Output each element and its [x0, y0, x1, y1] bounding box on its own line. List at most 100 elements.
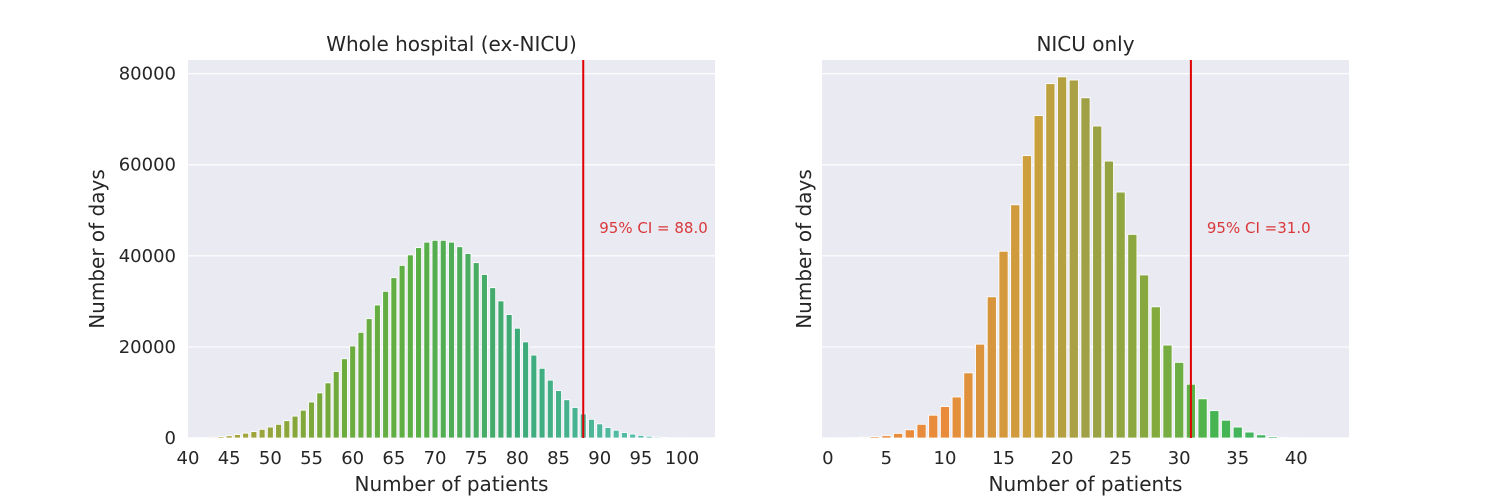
bar	[963, 372, 974, 439]
x-tick-label: 100	[665, 448, 699, 469]
bar	[275, 423, 282, 439]
ci-annotation: 95% CI =31.0	[1207, 219, 1311, 237]
x-tick-labels: 40 45 50 55 60 65 70 75 80 85 90 95 100	[177, 448, 700, 469]
bar	[464, 253, 472, 439]
x-tick-label: 40	[177, 448, 200, 469]
bar	[324, 382, 332, 439]
x-tick-label: 15	[992, 448, 1015, 469]
bar	[546, 379, 554, 439]
bar	[1209, 410, 1220, 439]
bar	[390, 277, 398, 439]
bar	[439, 239, 447, 439]
y-tick-label: 0	[165, 428, 176, 449]
bar	[858, 436, 868, 439]
bar	[881, 435, 892, 439]
y-tick-label: 20000	[119, 337, 176, 358]
x-tick-label: 60	[341, 448, 364, 469]
bar	[928, 414, 939, 439]
y-axis-label: Number of days	[792, 169, 816, 329]
x-tick-label: 90	[588, 448, 611, 469]
bar	[916, 423, 927, 439]
bar	[357, 331, 365, 439]
x-tick-label: 0	[822, 448, 833, 469]
bar	[382, 290, 389, 439]
bar	[904, 429, 915, 439]
bar	[365, 318, 373, 439]
bar	[291, 415, 299, 439]
bar	[1244, 431, 1255, 439]
bar	[266, 426, 274, 439]
x-tick-label: 80	[506, 448, 529, 469]
bar	[349, 345, 357, 439]
bar	[448, 241, 455, 439]
bar	[1127, 234, 1138, 439]
bar	[604, 427, 612, 439]
y-tick-label: 80000	[119, 64, 176, 85]
bar	[1115, 191, 1126, 439]
bar	[481, 274, 488, 439]
bar	[283, 420, 291, 439]
bar	[209, 436, 217, 439]
x-axis-label: Number of patients	[355, 472, 549, 496]
bar	[489, 287, 497, 439]
bar	[571, 407, 579, 439]
bar	[472, 262, 480, 439]
x-tick-label: 85	[547, 448, 570, 469]
bar	[588, 418, 595, 439]
bar	[431, 239, 439, 439]
bar	[986, 296, 997, 439]
x-tick-label: 5	[881, 448, 892, 469]
bar	[1221, 419, 1232, 439]
bar	[629, 433, 637, 439]
bar	[514, 327, 521, 439]
x-tick-label: 75	[465, 448, 488, 469]
bar	[1267, 436, 1278, 439]
bar	[497, 300, 505, 439]
bar	[374, 304, 381, 439]
bars	[192, 239, 711, 439]
bar	[612, 429, 620, 439]
bar	[225, 435, 233, 439]
bar	[893, 433, 904, 439]
x-tick-label: 55	[300, 448, 323, 469]
bar	[341, 358, 348, 439]
chart-nicu-only: 95% CI =31.0 0 5 10 15 20 25 30 35 40 NICU only …	[792, 32, 1349, 496]
bar	[415, 247, 422, 439]
y-tick-label: 40000	[119, 246, 176, 267]
bar	[1279, 437, 1290, 439]
bar	[423, 241, 431, 439]
bar	[217, 436, 225, 439]
bar	[201, 437, 208, 439]
bar	[1010, 204, 1021, 439]
bar	[316, 392, 324, 439]
bar	[951, 396, 962, 439]
x-tick-labels: 0 5 10 15 20 25 30 35 40	[822, 448, 1308, 469]
x-tick-label: 40	[1285, 448, 1308, 469]
bar	[332, 371, 340, 439]
bar	[258, 428, 266, 439]
bar	[563, 399, 571, 439]
y-tick-label: 60000	[119, 155, 176, 176]
bar	[1256, 434, 1267, 439]
bar	[1057, 76, 1068, 439]
bar	[1021, 155, 1032, 439]
bar	[456, 246, 464, 439]
x-tick-label: 45	[218, 448, 241, 469]
bar	[1232, 426, 1243, 439]
bar	[555, 390, 562, 439]
bar	[1045, 83, 1056, 439]
bar	[299, 409, 307, 439]
x-tick-label: 65	[382, 448, 405, 469]
bars	[822, 76, 1337, 439]
bar	[234, 434, 241, 439]
bar	[998, 250, 1009, 439]
x-axis-label: Number of patients	[989, 472, 1183, 496]
chart-whole-hospital: 95% CI = 88.0 40 45 50 55 60 65 70 75 80 85 90 95 10…	[85, 32, 715, 496]
bar	[975, 343, 986, 439]
bar	[1174, 361, 1185, 439]
bar	[505, 314, 513, 439]
ci-annotation: 95% CI = 88.0	[599, 219, 708, 237]
bar	[398, 264, 406, 439]
y-axis-label: Number of days	[85, 169, 109, 329]
